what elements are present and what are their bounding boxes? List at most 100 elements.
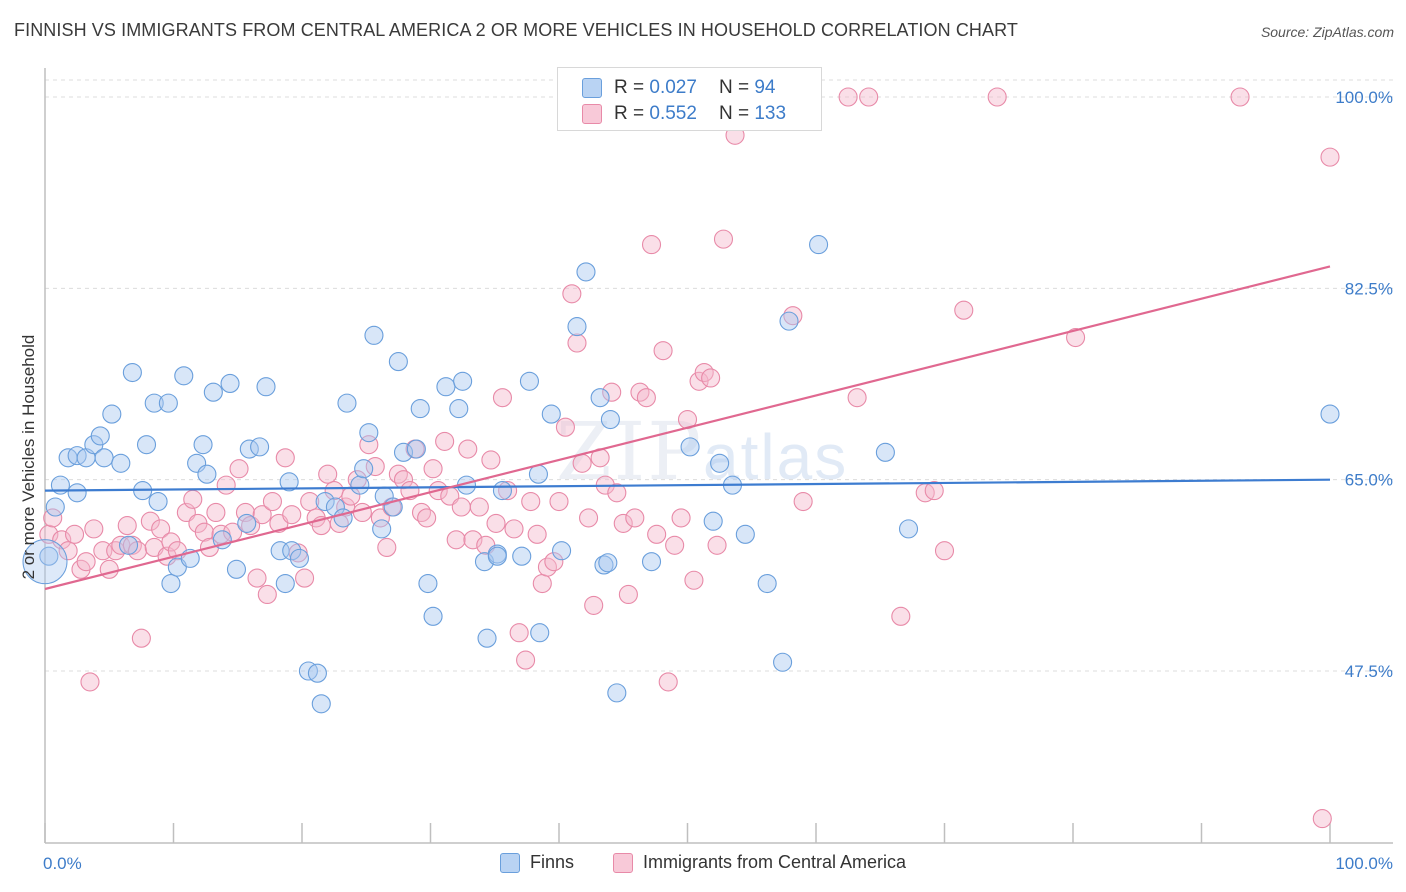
immigrants-point-28 — [206, 502, 226, 523]
finns-point-4 — [67, 483, 87, 503]
finns-point-84 — [710, 453, 730, 473]
finns-point-88 — [773, 652, 793, 672]
finns-point-60 — [449, 399, 469, 419]
immigrants-point-30 — [216, 475, 236, 495]
finns-point-46 — [350, 475, 370, 495]
finns-point-15 — [136, 435, 157, 455]
immigrants-point-98 — [613, 513, 633, 533]
finns-point-41 — [311, 694, 331, 714]
immigrants-point-86 — [544, 552, 564, 572]
y-tick-label-3: 100.0% — [1335, 88, 1393, 107]
finns-point-89 — [779, 311, 799, 331]
immigrants-point-17 — [140, 511, 160, 531]
finns-point-68 — [512, 546, 532, 566]
finns-point-10 — [102, 404, 122, 424]
immigrants-point-57 — [377, 537, 397, 558]
finns-point-17 — [148, 491, 168, 512]
finns-point-59 — [436, 377, 456, 397]
finns-point-81 — [641, 552, 662, 572]
immigrants-point-55 — [365, 456, 385, 477]
watermark-atlas: atlas — [703, 421, 849, 493]
immigrants-point-83 — [527, 524, 547, 544]
immigrants-point-8 — [84, 519, 104, 539]
immigrants-point-19 — [151, 519, 171, 539]
immigrants-point-103 — [641, 235, 662, 255]
immigrants-point-93 — [584, 595, 604, 615]
finns-point-26 — [203, 382, 223, 402]
immigrants-point-16 — [131, 628, 151, 648]
immigrants-point-122 — [847, 388, 867, 408]
immigrants-point-104 — [647, 524, 667, 544]
finns-point-83 — [703, 511, 723, 531]
finns-point-38 — [289, 548, 309, 568]
finns-point-21 — [174, 366, 194, 386]
finns-point-29 — [226, 559, 247, 579]
immigrants-point-100 — [625, 508, 645, 528]
immigrants-point-3 — [58, 541, 78, 561]
immigrants-point-126 — [924, 481, 944, 501]
watermark-zip: ZIP — [556, 405, 704, 498]
finns-point-75 — [576, 262, 596, 282]
x-tick-label-max: 100.0% — [1335, 854, 1393, 873]
finns-point-1 — [45, 497, 65, 517]
finns-point-57 — [418, 573, 438, 594]
finns-point-47 — [354, 459, 374, 479]
immigrants-point-82 — [521, 491, 541, 512]
immigrants-point-112 — [694, 362, 714, 383]
finns-point-79 — [600, 409, 620, 430]
immigrants-point-41 — [282, 505, 302, 525]
axes — [44, 68, 1393, 844]
immigrants-point-26 — [194, 522, 214, 542]
legend-n-value-finns: 94 — [754, 77, 776, 98]
finns-point-25 — [197, 464, 217, 484]
finns-point-86 — [735, 524, 755, 544]
immigrants-point-123 — [859, 87, 879, 107]
immigrants-point-0 — [39, 524, 59, 544]
immigrants-point-80 — [509, 623, 529, 643]
chart-title: FINNISH VS IMMIGRANTS FROM CENTRAL AMERI… — [14, 20, 1018, 40]
finns-point-67 — [492, 481, 513, 501]
immigrants-point-85 — [537, 557, 557, 577]
immigrants-point-6 — [76, 552, 96, 572]
finns-point-34 — [270, 541, 290, 561]
finns-point-9 — [94, 448, 114, 468]
immigrants-point-36 — [252, 505, 272, 525]
finns-point-72 — [541, 404, 561, 424]
immigrants-point-129 — [987, 87, 1007, 107]
watermark: ZIPatlas — [556, 405, 848, 498]
immigrants-point-88 — [555, 417, 575, 437]
immigrants-point-70 — [451, 497, 471, 517]
immigrants-point-71 — [458, 439, 478, 459]
immigrants-point-124 — [891, 606, 911, 626]
immigrants-point-72 — [463, 530, 483, 550]
finns-point-93 — [1320, 404, 1340, 424]
immigrants-point-69 — [446, 530, 466, 550]
finns-point-13 — [122, 362, 142, 383]
immigrants-point-119 — [783, 306, 803, 326]
finns-point-37 — [282, 541, 302, 561]
immigrants-point-61 — [400, 481, 420, 501]
immigrants-point-113 — [701, 368, 721, 388]
immigrants-point-133 — [1312, 809, 1332, 829]
immigrants-point-63 — [411, 502, 432, 523]
immigrants-point-67 — [435, 431, 455, 451]
immigrants-point-130 — [1066, 327, 1086, 348]
legend-r-label-immigrants: R = — [614, 103, 645, 124]
immigrants-point-99 — [618, 584, 638, 605]
points-immigrants — [39, 87, 1340, 829]
finns-point-18 — [158, 393, 178, 413]
immigrants-point-10 — [99, 559, 119, 579]
immigrants-point-108 — [671, 508, 691, 528]
immigrants-point-97 — [607, 483, 627, 503]
immigrants-point-32 — [229, 459, 249, 479]
immigrants-point-110 — [684, 570, 704, 590]
legend-row-finns: R = 0.027 N = 94 — [582, 76, 775, 100]
bottom-legend-label-immigrants: Immigrants from Central America — [643, 852, 907, 872]
legend-row-immigrants: R = 0.552 N = 133 — [582, 102, 786, 126]
immigrants-point-107 — [665, 535, 685, 555]
immigrants-point-13 — [117, 516, 137, 536]
finns-point-66 — [487, 546, 507, 566]
immigrants-point-60 — [393, 470, 414, 490]
immigrants-point-1 — [43, 508, 63, 528]
